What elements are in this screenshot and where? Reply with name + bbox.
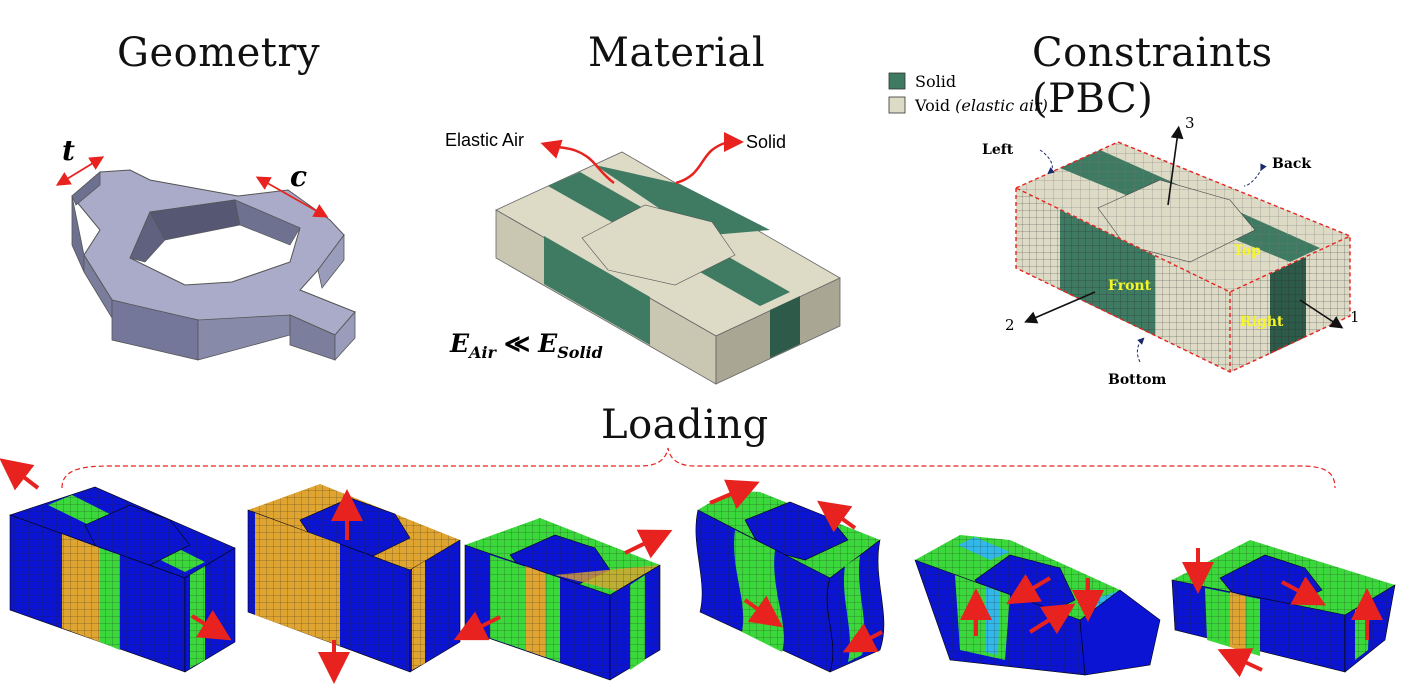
geometry-title: Geometry	[117, 30, 321, 76]
constraints-title: Constraints (PBC)	[1032, 30, 1273, 122]
axis-3-arrow	[1167, 125, 1184, 206]
c-label: c	[290, 160, 307, 193]
load-case-5	[914, 535, 1161, 676]
modulus-relation: EAir ≪ ESolid	[449, 329, 603, 362]
face-right-label: Right	[1240, 314, 1284, 330]
axis-3-label: 3	[1185, 114, 1195, 132]
axis-1-arrow	[1299, 299, 1344, 329]
load-case-3	[453, 518, 673, 681]
solid-pointer-arrow	[675, 132, 744, 185]
loading-title: Loading	[601, 402, 769, 448]
face-back-label: Back	[1272, 156, 1311, 172]
left-face-pointer	[1039, 149, 1055, 175]
load-case-1	[0, 458, 236, 673]
loading-brace	[61, 447, 1336, 489]
face-top-label: Top	[1233, 243, 1261, 259]
load-case-6	[1171, 540, 1396, 678]
back-face-pointer	[1243, 163, 1267, 187]
load-case-2	[247, 484, 461, 684]
pbc-mesh-block	[1014, 141, 1352, 373]
air-pointer-arrow	[540, 139, 615, 185]
geometry-hexagon-part	[71, 169, 356, 362]
face-front-label: Front	[1108, 278, 1152, 294]
load-case-4	[695, 479, 885, 673]
legend-void-swatch	[888, 96, 906, 114]
legend-solid-label: Solid	[915, 72, 956, 91]
t-dimension-arrow	[55, 156, 105, 186]
solid-label: Solid	[746, 132, 786, 152]
axis-1-label: 1	[1350, 308, 1360, 326]
legend-solid-swatch	[888, 72, 906, 90]
elastic-air-label: Elastic Air	[445, 130, 524, 150]
bottom-face-pointer	[1136, 337, 1145, 363]
axis-2-arrow	[1024, 291, 1096, 324]
face-left-label: Left	[982, 142, 1014, 158]
c-dimension-arrow	[255, 176, 329, 218]
face-bottom-label: Bottom	[1108, 372, 1166, 388]
axis-2-label: 2	[1005, 316, 1015, 334]
material-block	[495, 151, 841, 385]
legend-void-label: Void (elastic air)	[914, 96, 1048, 115]
t-label: t	[62, 134, 75, 167]
material-title: Material	[588, 30, 766, 76]
